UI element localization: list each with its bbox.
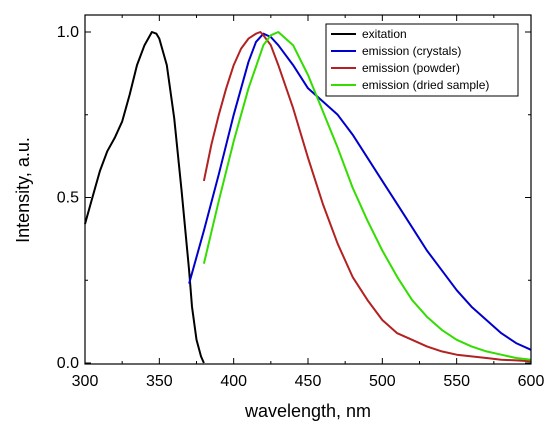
y-axis-title: Intensity, a.u. — [13, 137, 33, 243]
x-tick-label: 550 — [443, 373, 470, 390]
y-tick-label: 1.0 — [57, 24, 79, 41]
legend-label: exitation — [362, 27, 407, 41]
x-tick-label: 500 — [369, 373, 396, 390]
x-axis-ticks: 300 350 400 450 500 550 600 — [72, 15, 545, 390]
x-axis-title: wavelength, nm — [244, 401, 371, 421]
x-tick-label: 400 — [220, 373, 247, 390]
x-tick-label: 600 — [518, 373, 545, 390]
legend: exitation emission (crystals) emission (po… — [325, 23, 519, 97]
legend-label: emission (powder) — [362, 61, 460, 75]
plot-lines — [84, 31, 532, 364]
series-line-3 — [202, 31, 532, 363]
series-line-2 — [188, 32, 532, 351]
series-line-1 — [84, 31, 205, 364]
legend-label: emission (crystals) — [362, 44, 461, 58]
series-line-4 — [202, 31, 532, 361]
x-tick-label: 350 — [146, 373, 173, 390]
legend-label: emission (dried sample) — [362, 78, 489, 92]
x-tick-label: 300 — [72, 373, 99, 390]
y-tick-label: 0.0 — [57, 355, 79, 372]
y-tick-label: 0.5 — [57, 190, 79, 207]
legend-box — [325, 23, 519, 97]
x-tick-label: 450 — [295, 373, 322, 390]
y-axis-ticks: 0.0 0.5 1.0 — [57, 24, 531, 372]
